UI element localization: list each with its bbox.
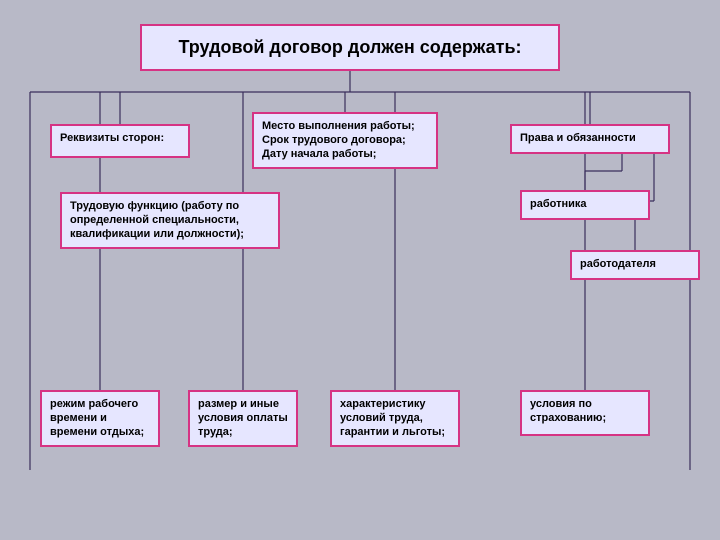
node-rezhim: режим рабочего времени и времени отдыха;	[40, 390, 160, 447]
node-rabotnika: работника	[520, 190, 650, 220]
node-kharakteristika: характеристику условий труда, гарантии и…	[330, 390, 460, 447]
node-strakhovanie: условия по страхованию;	[520, 390, 650, 436]
node-prava: Права и обязанности	[510, 124, 670, 154]
node-funktsiya: Трудовую функцию (работу по определенной…	[60, 192, 280, 249]
title-box: Трудовой договор должен содержать:	[140, 24, 560, 71]
node-rekvizity: Реквизиты сторон:	[50, 124, 190, 158]
node-razmer: размер и иные условия оплаты труда;	[188, 390, 298, 447]
node-rabotodatelya: работодателя	[570, 250, 700, 280]
node-mesto: Место выполнения работы; Срок трудового …	[252, 112, 438, 169]
